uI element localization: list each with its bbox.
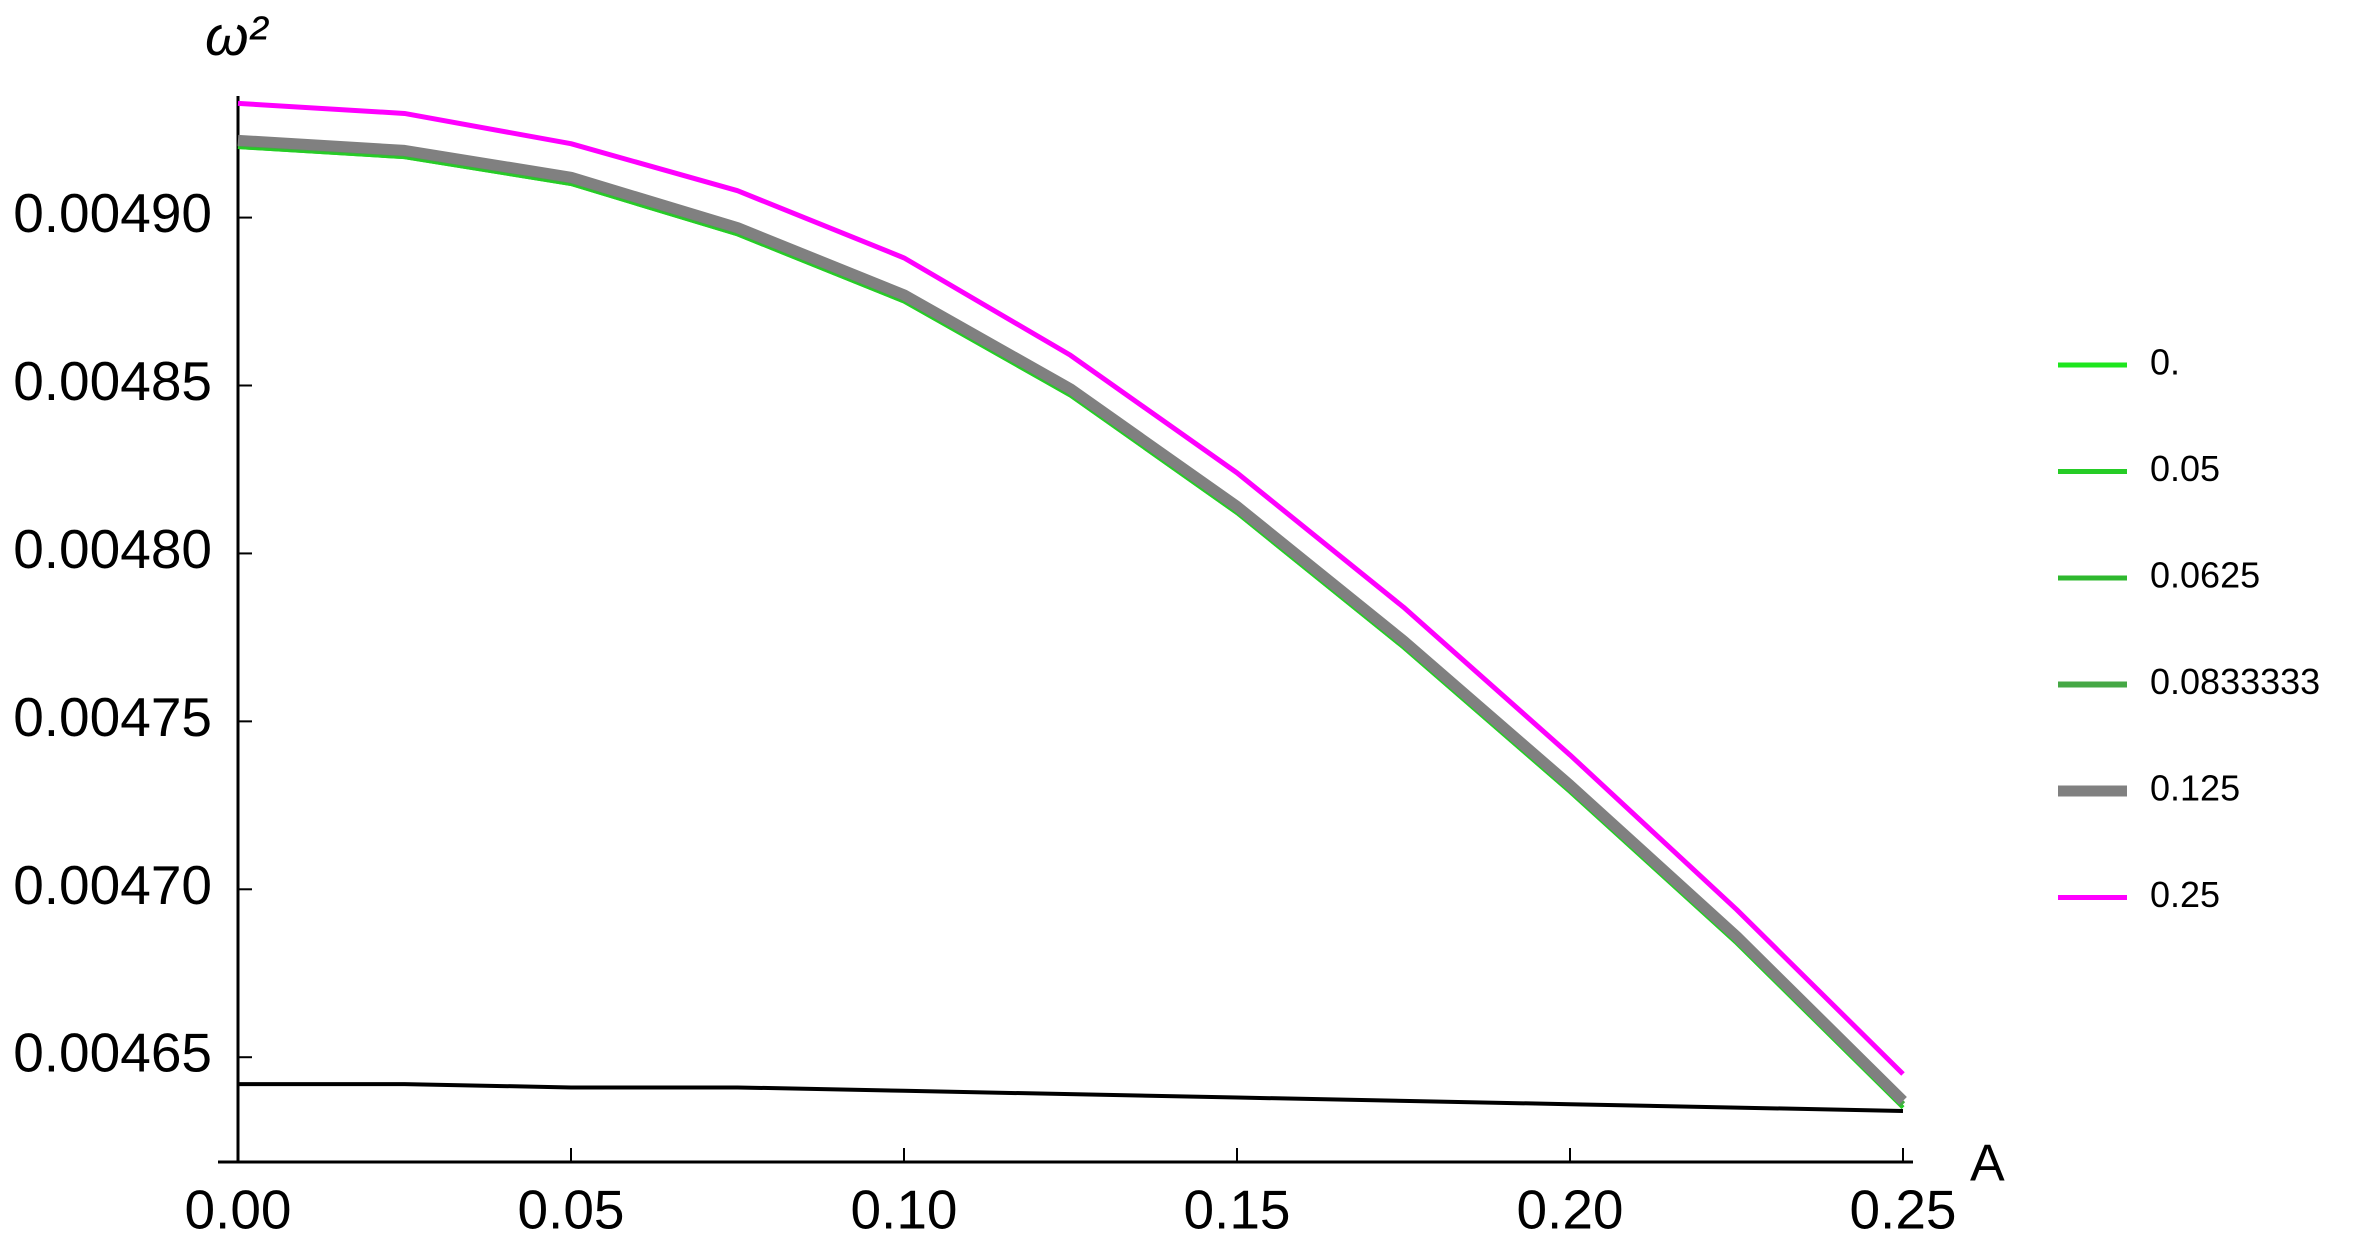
x-tick-label: 0.25 xyxy=(1849,1179,1956,1241)
y-tick-label: 0.00480 xyxy=(13,518,212,580)
series-line xyxy=(238,1082,1904,1113)
x-tick-label: 0.10 xyxy=(850,1179,957,1241)
legend-label: 0.0625 xyxy=(2150,555,2260,596)
x-tick-label: 0.20 xyxy=(1516,1179,1623,1241)
x-tick-label: 0.15 xyxy=(1183,1179,1290,1241)
x-axis-label: A xyxy=(1970,1135,2005,1193)
x-tick-label: 0.05 xyxy=(517,1179,624,1241)
series-line xyxy=(237,134,1907,1105)
y-tick-label: 0.00485 xyxy=(13,350,212,412)
y-tick-label: 0.00490 xyxy=(13,182,212,244)
y-tick-label: 0.00475 xyxy=(13,686,212,748)
y-axis-label: ω² xyxy=(205,4,270,67)
y-tick-label: 0.00465 xyxy=(13,1022,212,1084)
legend-label: 0.25 xyxy=(2150,874,2220,915)
legend-label: 0.0833333 xyxy=(2150,661,2320,702)
x-tick-label: 0.00 xyxy=(184,1179,291,1241)
legend-label: 0. xyxy=(2150,342,2180,383)
series-line xyxy=(237,141,1905,1107)
y-tick-label: 0.00470 xyxy=(13,854,212,916)
series-line xyxy=(237,145,1905,1110)
series-line xyxy=(237,145,1905,1110)
legend-label: 0.05 xyxy=(2150,448,2220,489)
legend-label: 0.125 xyxy=(2150,768,2240,809)
series-line xyxy=(237,140,1906,1107)
series-line xyxy=(237,100,1905,1076)
